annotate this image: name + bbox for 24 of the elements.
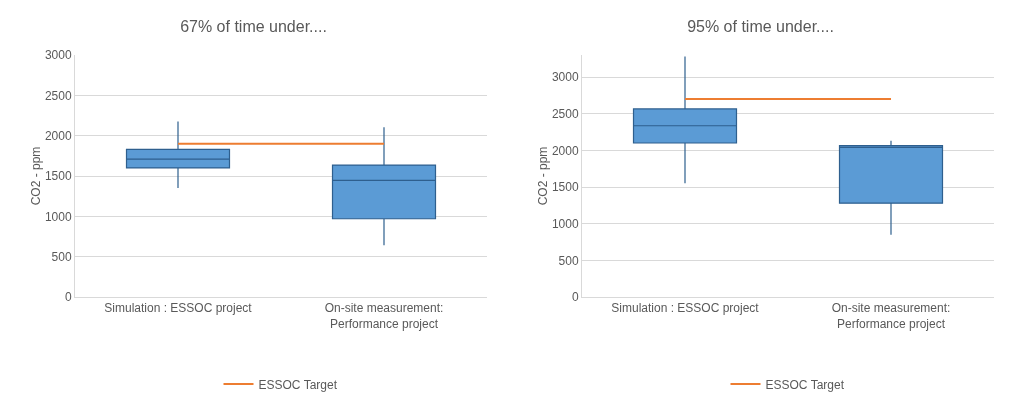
y-tick-label: 0 bbox=[571, 290, 579, 305]
y-tick-label: 1500 bbox=[44, 169, 72, 184]
x-tick-label: On-site measurement: Performance project bbox=[324, 301, 444, 331]
y-tick-label: 2000 bbox=[44, 128, 72, 143]
y-tick-label: 500 bbox=[558, 253, 579, 268]
chart-title: 95% of time under.... bbox=[687, 17, 834, 35]
x-tick-label: Simulation : ESSOC project bbox=[611, 301, 760, 316]
y-tick-label: 2000 bbox=[551, 143, 579, 158]
legend-label: ESSOC Target bbox=[765, 377, 845, 392]
y-tick-label: 3000 bbox=[44, 48, 72, 63]
x-tick-label: Simulation : ESSOC project bbox=[104, 301, 253, 316]
y-tick-label: 500 bbox=[51, 249, 72, 264]
y-tick-label: 2500 bbox=[44, 88, 72, 103]
y-tick-label: 3000 bbox=[551, 70, 579, 85]
y-tick-label: 1000 bbox=[44, 209, 72, 224]
y-tick-label: 0 bbox=[64, 290, 72, 305]
chart-title: 67% of time under.... bbox=[180, 17, 327, 35]
y-axis-title: CO2 - ppm bbox=[28, 146, 43, 206]
y-tick-label: 1500 bbox=[551, 180, 579, 195]
x-tick-label: On-site measurement: Performance project bbox=[831, 301, 951, 331]
legend-label: ESSOC Target bbox=[258, 377, 338, 392]
y-tick-label: 2500 bbox=[551, 106, 579, 121]
y-axis-title: CO2 - ppm bbox=[535, 146, 550, 206]
y-tick-label: 1000 bbox=[551, 216, 579, 231]
